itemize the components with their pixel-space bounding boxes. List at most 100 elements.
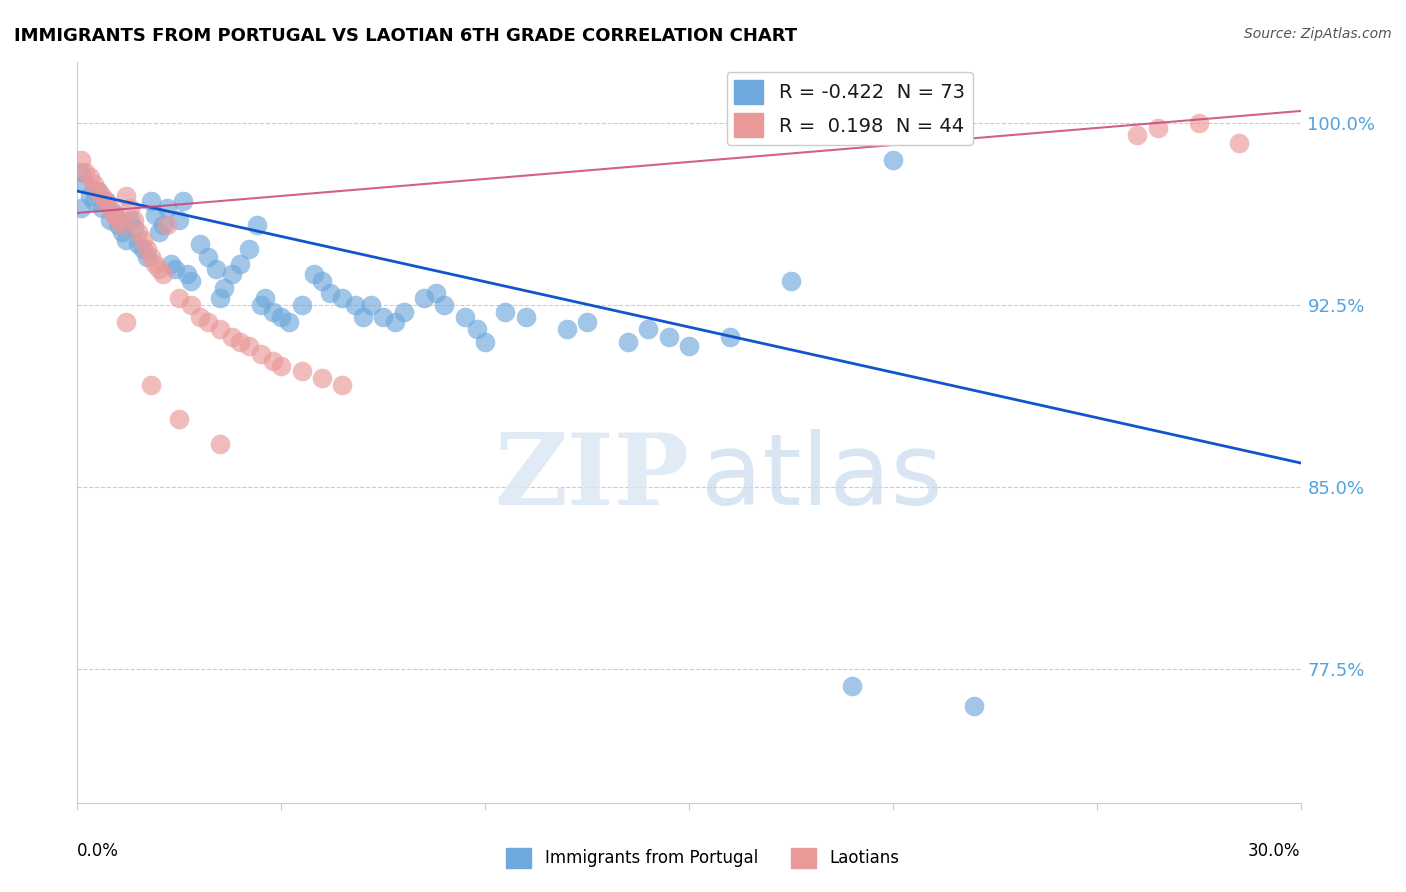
Point	[311, 371, 333, 385]
Point	[188, 310, 211, 325]
Point	[250, 347, 273, 361]
Text: Source: ZipAtlas.com: Source: ZipAtlas.com	[1244, 27, 1392, 41]
Point	[637, 322, 659, 336]
Point	[384, 315, 406, 329]
Point	[841, 679, 863, 693]
Point	[70, 153, 93, 167]
Point	[433, 298, 456, 312]
Point	[238, 243, 260, 257]
Legend: R = -0.422  N = 73, R =  0.198  N = 44: R = -0.422 N = 73, R = 0.198 N = 44	[727, 72, 973, 145]
Point	[332, 378, 354, 392]
Point	[143, 257, 166, 271]
Point	[160, 257, 183, 271]
Point	[332, 291, 354, 305]
Point	[180, 298, 202, 312]
Point	[124, 213, 146, 227]
Point	[103, 206, 125, 220]
Point	[120, 201, 142, 215]
Point	[246, 218, 269, 232]
Point	[515, 310, 537, 325]
Point	[180, 274, 202, 288]
Text: ZIP: ZIP	[494, 428, 689, 525]
Point	[238, 339, 260, 353]
Point	[474, 334, 496, 349]
Point	[176, 267, 198, 281]
Point	[1188, 116, 1211, 130]
Point	[172, 194, 194, 208]
Point	[718, 330, 741, 344]
Point	[555, 322, 578, 336]
Text: 0.0%: 0.0%	[77, 842, 120, 860]
Point	[70, 201, 93, 215]
Point	[111, 218, 134, 232]
Point	[135, 250, 157, 264]
Point	[882, 153, 904, 167]
Point	[87, 184, 110, 198]
Point	[413, 291, 436, 305]
Point	[465, 322, 488, 336]
Text: 30.0%: 30.0%	[1249, 842, 1301, 860]
Point	[678, 339, 700, 353]
Point	[128, 225, 150, 239]
Point	[75, 164, 97, 178]
Point	[188, 237, 211, 252]
Point	[128, 237, 150, 252]
Point	[302, 267, 325, 281]
Point	[319, 286, 342, 301]
Point	[135, 243, 157, 257]
Point	[111, 225, 134, 239]
Point	[131, 243, 153, 257]
Point	[156, 201, 179, 215]
Point	[197, 315, 219, 329]
Point	[148, 225, 170, 239]
Point	[311, 274, 333, 288]
Point	[152, 267, 174, 281]
Point	[343, 298, 366, 312]
Point	[169, 412, 191, 426]
Point	[209, 322, 232, 336]
Point	[94, 194, 117, 208]
Point	[115, 315, 138, 329]
Point	[152, 218, 174, 232]
Point	[83, 194, 105, 208]
Point	[454, 310, 477, 325]
Point	[75, 177, 97, 191]
Point	[371, 310, 394, 325]
Point	[107, 213, 129, 227]
Point	[1147, 120, 1170, 135]
Point	[103, 208, 125, 222]
Point	[291, 364, 314, 378]
Point	[278, 315, 301, 329]
Point	[658, 330, 681, 344]
Point	[253, 291, 276, 305]
Point	[165, 261, 187, 276]
Point	[262, 305, 284, 319]
Point	[90, 189, 112, 203]
Point	[98, 201, 121, 215]
Point	[169, 213, 191, 227]
Point	[139, 250, 162, 264]
Point	[79, 189, 101, 203]
Point	[270, 359, 292, 373]
Point	[94, 194, 117, 208]
Point	[262, 354, 284, 368]
Point	[139, 378, 162, 392]
Point	[148, 261, 170, 276]
Point	[780, 274, 803, 288]
Point	[221, 267, 243, 281]
Point	[120, 213, 142, 227]
Point	[392, 305, 415, 319]
Point	[495, 305, 517, 319]
Point	[143, 208, 166, 222]
Text: IMMIGRANTS FROM PORTUGAL VS LAOTIAN 6TH GRADE CORRELATION CHART: IMMIGRANTS FROM PORTUGAL VS LAOTIAN 6TH …	[14, 27, 797, 45]
Point	[221, 330, 243, 344]
Point	[229, 334, 252, 349]
Point	[115, 233, 138, 247]
Point	[197, 250, 219, 264]
Point	[209, 436, 232, 450]
Legend: Immigrants from Portugal, Laotians: Immigrants from Portugal, Laotians	[499, 841, 907, 875]
Point	[1229, 136, 1251, 150]
Point	[270, 310, 292, 325]
Point	[617, 334, 640, 349]
Text: atlas: atlas	[702, 428, 943, 525]
